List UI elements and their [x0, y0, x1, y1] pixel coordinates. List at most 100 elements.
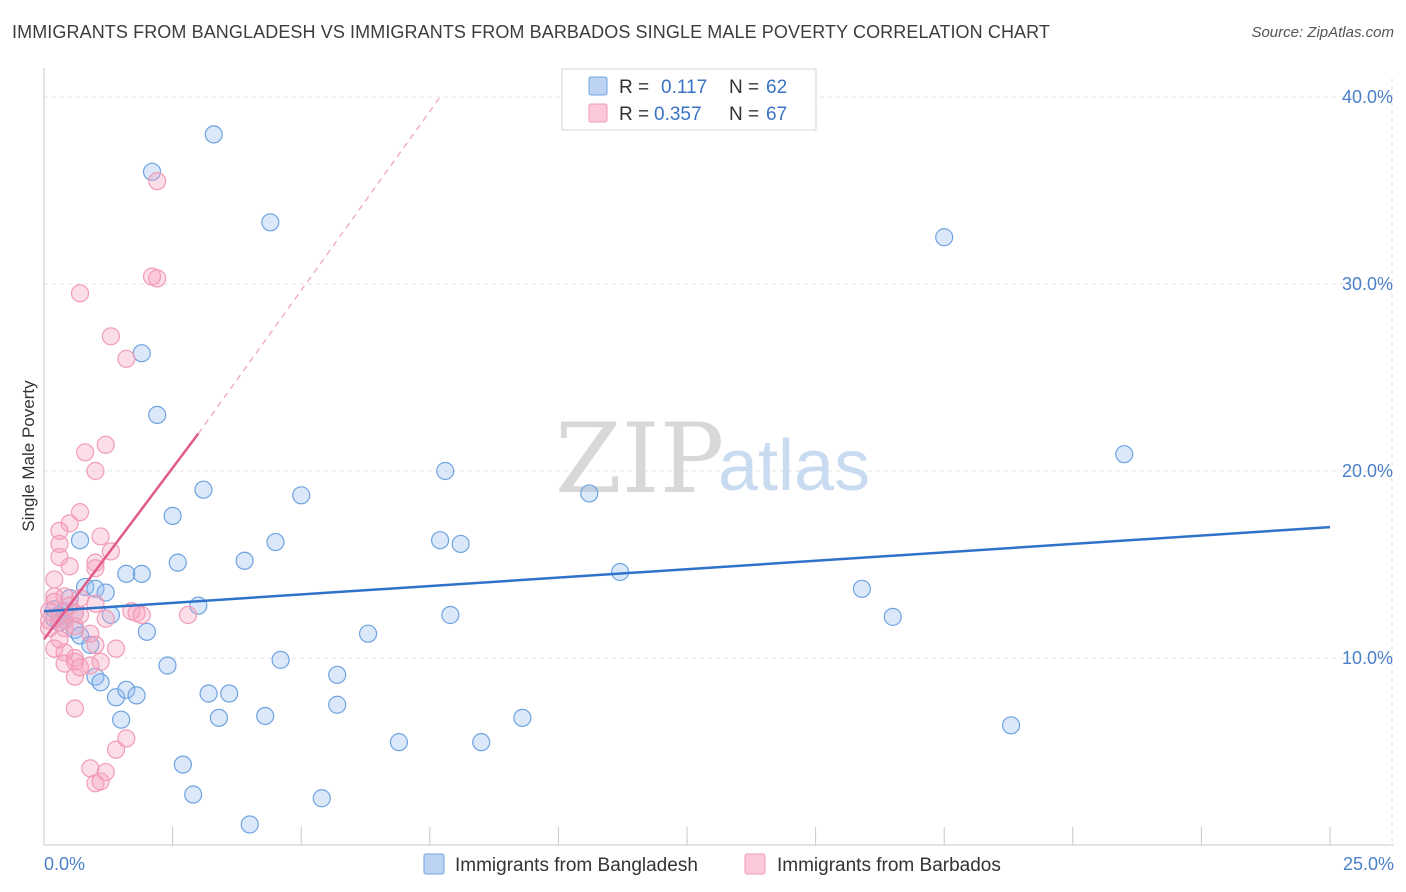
barbados-point-43: [96, 609, 115, 628]
barbados-point-4: [45, 570, 64, 589]
barbados-point-21: [65, 667, 84, 686]
bangladesh-point-37: [209, 708, 228, 727]
watermark-zip: ZIP: [555, 403, 724, 515]
barbados-point-33: [86, 461, 105, 481]
barbados-point-17: [60, 557, 79, 576]
bangladesh-point-21: [117, 564, 136, 583]
bangladesh-point-41: [256, 706, 275, 726]
bangladesh-point-24: [137, 622, 156, 641]
legend-bottom-label-barbados: Immigrants from Barbados: [777, 855, 1001, 876]
legend-r-value-2: 0.357: [654, 104, 702, 125]
barbados-point-50: [117, 729, 136, 748]
trend-line-barbados-extension: [197, 96, 441, 434]
bangladesh-point-39: [235, 551, 254, 570]
bangladesh-point-36: [204, 125, 223, 144]
bangladesh-point-38: [220, 684, 239, 703]
legend-r-label-1: R =: [619, 77, 649, 98]
stats-legend: R = 0.117 N = 62 R = 0.357 N = 67: [561, 68, 817, 131]
barbados-point-41: [91, 772, 110, 791]
legend-r-value-1: 0.117: [661, 77, 707, 98]
bangladesh-point-60: [883, 607, 902, 626]
barbados-point-26: [70, 605, 90, 625]
legend-n-label-2: N =: [729, 104, 759, 125]
bangladesh-point-54: [451, 534, 470, 554]
bangladesh-point-13: [86, 579, 105, 598]
bangladesh-point-48: [328, 695, 347, 714]
barbados-point-40: [91, 652, 110, 671]
barbados-point-58: [45, 592, 64, 612]
barbados-point-30: [81, 624, 100, 643]
barbados-point-16: [60, 514, 79, 533]
barbados-point-5: [45, 639, 64, 658]
legend-swatch-bangladesh: [588, 76, 608, 96]
barbados-point-2: [40, 618, 59, 638]
barbados-point-42: [96, 435, 115, 454]
bangladesh-point-16: [96, 583, 115, 602]
barbados-point-47: [106, 639, 126, 658]
barbados-point-10: [55, 587, 74, 606]
bangladesh-point-63: [1115, 445, 1134, 464]
bangladesh-point-26: [142, 162, 162, 181]
axes: [43, 68, 1394, 846]
barbados-point-56: [148, 172, 167, 191]
barbados-point-28: [70, 284, 90, 303]
bangladesh-point-57: [580, 484, 599, 503]
bangladesh-point-43: [266, 532, 285, 552]
bangladesh-point-44: [271, 650, 290, 669]
bangladesh-point-35: [199, 684, 218, 703]
barbados-point-59: [50, 630, 69, 649]
legend-r-label-2: R =: [619, 104, 649, 125]
barbados-point-31: [81, 656, 100, 675]
bangladesh-point-47: [328, 665, 347, 684]
barbados-point-7: [50, 521, 69, 540]
bangladesh-point-28: [158, 656, 177, 675]
bangladesh-point-51: [430, 531, 450, 550]
trend-line-barbados: [43, 432, 200, 641]
trend-line-bangladesh: [43, 525, 1331, 613]
legend-bottom-swatch-barbados: [744, 853, 766, 875]
barbados-point-45: [101, 327, 120, 346]
series-barbados-points: [40, 172, 198, 793]
bangladesh-point-56: [513, 708, 532, 727]
bangladesh-point-19: [112, 710, 131, 729]
barbados-point-57: [178, 605, 198, 625]
barbados-point-49: [117, 349, 136, 368]
barbados-point-37: [86, 635, 105, 655]
bangladesh-point-62: [1001, 716, 1021, 735]
y-tick-label-20: 20.0%: [1342, 461, 1393, 481]
bangladesh-point-9: [70, 531, 90, 550]
trend-lines: [43, 96, 1331, 641]
legend-n-value-1: 62: [766, 77, 787, 98]
y-tick-label-40: 40.0%: [1342, 87, 1393, 107]
barbados-point-24: [70, 503, 90, 522]
bangladesh-point-34: [194, 480, 213, 499]
x-tick-label-min: 0.0%: [44, 854, 85, 874]
barbados-point-20: [65, 652, 84, 671]
source-label: Source: ZipAtlas.com: [1251, 24, 1394, 41]
legend-swatch-barbados: [588, 103, 608, 123]
watermark-atlas: atlas: [718, 426, 870, 506]
barbados-point-53: [132, 605, 151, 625]
y-tick-label-30: 30.0%: [1342, 274, 1393, 294]
bangladesh-point-59: [852, 579, 871, 598]
x-tick-label-max: 25.0%: [1343, 854, 1394, 874]
legend-bottom-label-bangladesh: Immigrants from Bangladesh: [455, 855, 698, 876]
bangladesh-point-49: [358, 624, 378, 643]
legend-n-value-2: 67: [766, 104, 787, 125]
y-tick-label-10: 10.0%: [1342, 648, 1393, 668]
bangladesh-point-29: [163, 506, 182, 525]
bangladesh-point-15: [91, 673, 110, 692]
y-axis-label: Single Male Poverty: [19, 380, 38, 532]
legend-bottom-swatch-bangladesh: [423, 853, 445, 875]
y-tick-labels: 10.0% 20.0% 30.0% 40.0%: [1342, 87, 1393, 668]
bangladesh-point-27: [148, 405, 167, 424]
barbados-point-22: [65, 699, 84, 718]
bangladesh-point-40: [240, 815, 259, 834]
bangladesh-point-45: [292, 486, 311, 505]
barbados-point-55: [148, 269, 167, 288]
barbados-point-48: [106, 740, 126, 759]
barbados-point-44: [96, 762, 115, 782]
bangladesh-point-30: [168, 553, 187, 572]
bangladesh-point-52: [436, 461, 455, 481]
bangladesh-point-18: [106, 688, 126, 707]
